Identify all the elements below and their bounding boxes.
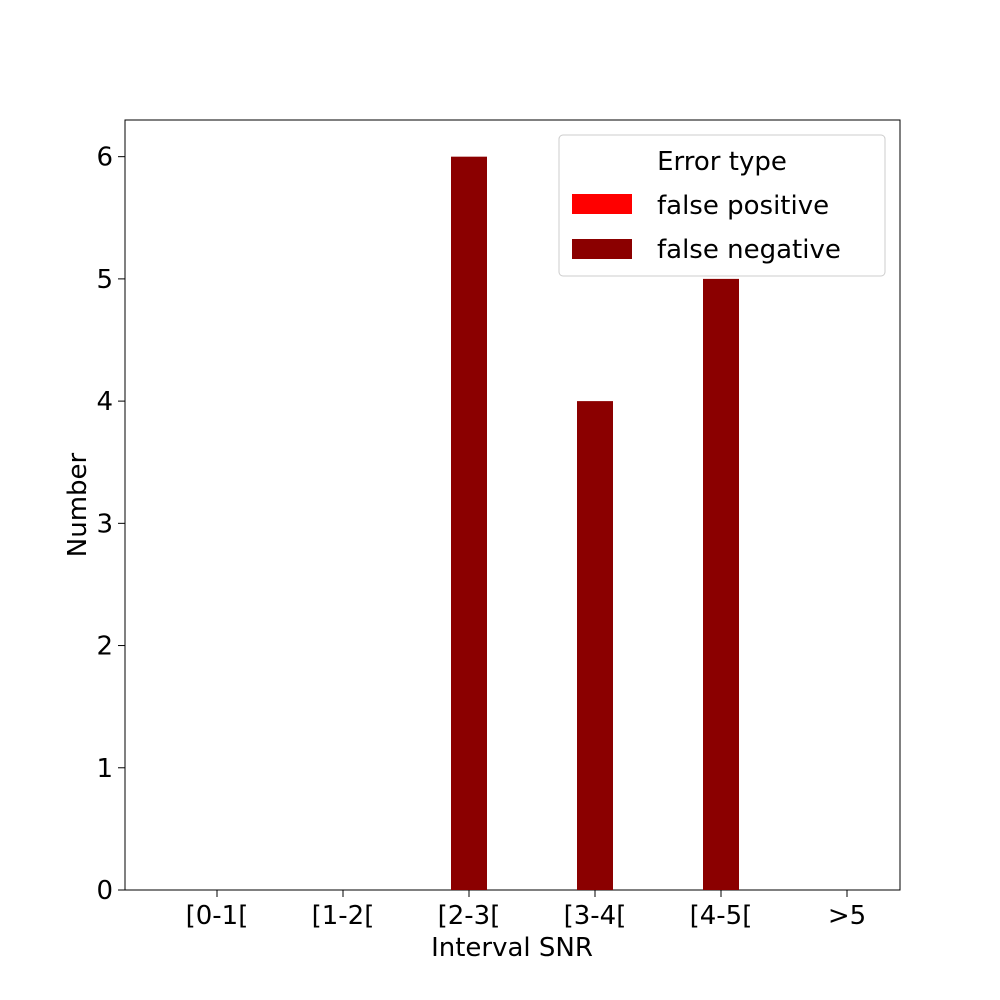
x-tick-label: [1-2[ xyxy=(312,901,375,931)
y-tick-label: 4 xyxy=(96,387,113,417)
x-tick-label: [0-1[ xyxy=(186,901,249,931)
y-tick-label: 6 xyxy=(96,143,113,173)
y-axis-label: Number xyxy=(63,452,93,557)
legend-swatch-false-positive xyxy=(572,194,632,214)
x-axis-ticks: [0-1[ [1-2[ [2-3[ [3-4[ [4-5[ >5 xyxy=(186,890,866,931)
y-axis-ticks: 0 1 2 3 4 5 6 xyxy=(96,143,125,906)
y-tick-label: 3 xyxy=(96,509,113,539)
y-tick-label: 0 xyxy=(96,876,113,906)
x-tick-label: [2-3[ xyxy=(438,901,501,931)
legend-title: Error type xyxy=(657,147,787,177)
x-tick-label: >5 xyxy=(828,901,866,931)
y-tick-label: 2 xyxy=(96,632,113,662)
legend-box xyxy=(558,134,886,277)
y-tick-label: 5 xyxy=(96,265,113,295)
legend: Error type false positive false negative xyxy=(558,134,886,277)
x-axis-label: Interval SNR xyxy=(431,933,593,963)
legend-swatch-false-negative xyxy=(572,239,632,259)
x-tick-label: [4-5[ xyxy=(690,901,753,931)
y-tick-label: 1 xyxy=(96,754,113,784)
legend-label-false-positive: false positive xyxy=(657,191,829,221)
bars-group xyxy=(451,156,739,890)
bar-false-negative-2 xyxy=(451,156,487,890)
bar-false-negative-4 xyxy=(703,278,739,890)
x-tick-label: [3-4[ xyxy=(564,901,627,931)
bar-false-negative-3 xyxy=(577,401,613,890)
legend-label-false-negative: false negative xyxy=(657,235,841,265)
